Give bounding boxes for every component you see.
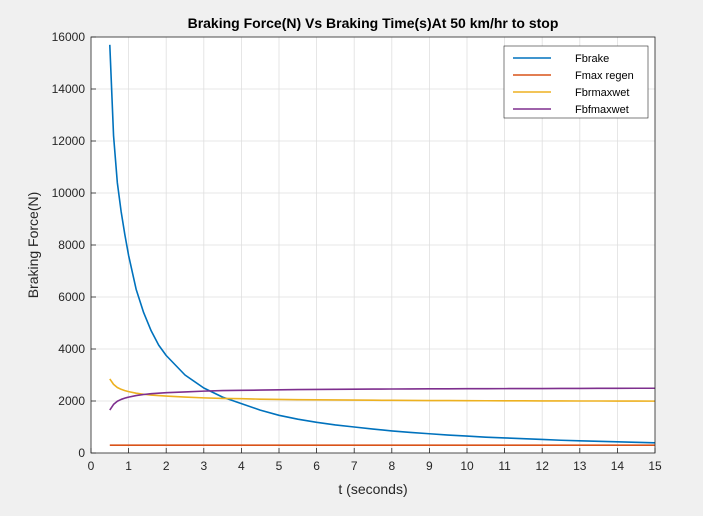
x-tick-label: 1 [125,459,132,473]
x-tick-label: 7 [351,459,358,473]
x-tick-label: 11 [498,459,511,473]
y-tick-label: 14000 [52,82,86,96]
x-axis-label: t (seconds) [338,481,407,497]
y-tick-label: 2000 [58,394,85,408]
grid-lines [90,36,656,454]
x-tick-label: 0 [88,459,95,473]
series-line-fbfmaxwet [109,387,655,411]
y-axis-label: Braking Force(N) [25,192,41,299]
y-tick-label: 10000 [52,186,86,200]
series-line-fbrmaxwet [109,378,656,402]
x-tick-label: 3 [200,459,207,473]
legend-label-fbrmaxwet: Fbrmaxwet [575,87,629,99]
legend-label-fmax-regen: Fmax regen [575,70,634,82]
y-tick-label: 12000 [52,134,86,148]
x-tick-label: 6 [313,459,320,473]
series-line-fbrake [109,44,656,444]
x-tick-label: 13 [573,459,587,473]
legend-label-fbfmaxwet: Fbfmaxwet [575,104,629,116]
x-tick-label: 4 [238,459,245,473]
series-layer [109,44,656,447]
y-tick-label: 4000 [58,342,85,356]
x-tick-label: 9 [426,459,433,473]
x-tick-label: 5 [276,459,283,473]
x-tick-label: 8 [388,459,395,473]
legend: Fbrake Fmax regen Fbrmaxwet Fbfmaxwet [503,45,649,119]
y-tick-label: 0 [78,446,85,460]
x-tick-label: 15 [648,459,662,473]
chart-title: Braking Force(N) Vs Braking Time(s)At 50… [188,15,559,31]
x-tick-label: 10 [460,459,474,473]
y-tick-label: 8000 [58,238,85,252]
y-tick-label: 6000 [58,290,85,304]
x-tick-label: 2 [163,459,170,473]
legend-label-fbrake: Fbrake [575,53,609,65]
x-tick-label: 14 [611,459,625,473]
x-tick-label: 12 [536,459,550,473]
axis-ticks: 0 1 2 3 4 5 6 7 8 9 10 11 12 13 14 15020004000600080001… [52,30,662,473]
y-tick-label: 16000 [52,30,86,44]
